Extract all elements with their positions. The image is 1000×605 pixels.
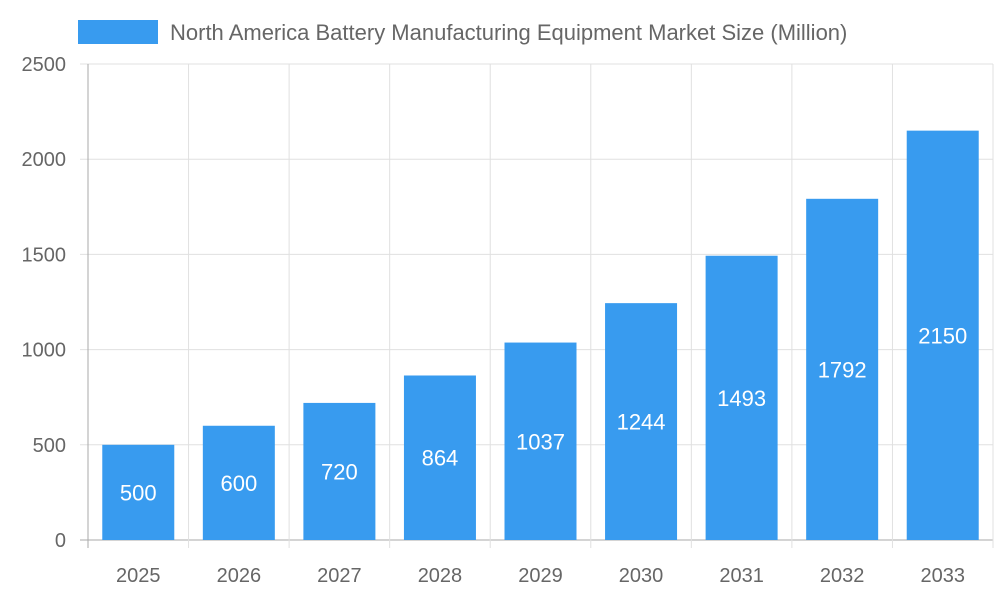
- legend-swatch: [78, 20, 158, 44]
- grid: [80, 63, 994, 548]
- bar: [906, 130, 979, 540]
- x-tick-label: 2029: [518, 565, 563, 587]
- legend[interactable]: North America Battery Manufacturing Equi…: [78, 20, 847, 45]
- bar-value-label: 1037: [516, 429, 565, 454]
- bar-value-label: 2150: [918, 323, 967, 348]
- y-tick-label: 1500: [22, 244, 67, 266]
- x-tick-label: 2031: [719, 565, 764, 587]
- y-tick-label: 2000: [22, 149, 67, 171]
- bar-value-label: 720: [321, 459, 358, 484]
- bar: [303, 402, 376, 540]
- y-tick-label: 0: [55, 530, 66, 552]
- x-tick-label: 2032: [820, 565, 865, 587]
- x-tick-label: 2025: [116, 565, 161, 587]
- y-tick-label: 2500: [22, 54, 67, 76]
- x-tick-label: 2027: [317, 565, 362, 587]
- bar-value-label: 1493: [717, 386, 766, 411]
- bars: 500 600 720 864 1037 1244 1493 1792 2150: [102, 130, 979, 541]
- y-tick-label: 1000: [22, 340, 67, 362]
- x-tick-label: 2026: [217, 565, 262, 587]
- bar: [605, 303, 678, 540]
- bar: [403, 375, 476, 540]
- x-tick-label: 2028: [418, 565, 463, 587]
- x-tick-label: 2033: [920, 565, 965, 587]
- legend-label: North America Battery Manufacturing Equi…: [170, 20, 847, 45]
- x-tick-label: 2030: [619, 565, 664, 587]
- bar: [806, 198, 879, 540]
- bar: [504, 342, 577, 540]
- y-tick-label: 500: [33, 435, 66, 457]
- bar-value-label: 864: [422, 446, 459, 471]
- bar-value-label: 500: [120, 480, 157, 505]
- bar-value-label: 1244: [617, 410, 666, 435]
- bar-value-label: 1792: [818, 357, 867, 382]
- bar-value-label: 600: [220, 471, 257, 496]
- tick-labels: 0 500 1000 1500 2000 2500 2025 2026 2027 2028 2029…: [22, 54, 965, 587]
- bar: [202, 425, 275, 540]
- bar: [102, 444, 175, 540]
- bar: [705, 255, 778, 541]
